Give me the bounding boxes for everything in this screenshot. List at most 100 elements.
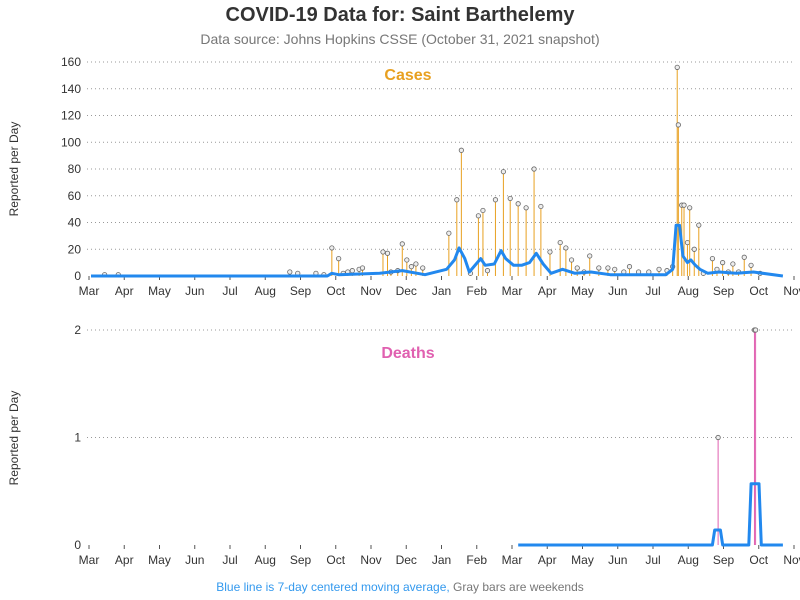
data-point (420, 265, 426, 271)
data-point (454, 197, 460, 203)
data-point (515, 201, 521, 207)
data-point (709, 256, 716, 262)
data-point (596, 265, 602, 271)
x-tick-label: Jul (222, 284, 237, 298)
data-point (748, 262, 754, 268)
x-tick-label: Feb (466, 553, 487, 567)
y-tick-label: 120 (61, 109, 81, 123)
x-tick-label: Feb (466, 284, 487, 298)
x-tick-label: Oct (326, 284, 345, 298)
x-tick-label: Sep (290, 284, 312, 298)
x-tick-label: May (571, 284, 594, 298)
data-point (531, 166, 537, 172)
data-point (408, 264, 414, 270)
data-point (538, 203, 544, 210)
data-point (413, 261, 419, 267)
data-point (492, 197, 499, 203)
data-point (329, 245, 335, 251)
y-tick-label: 140 (61, 82, 81, 96)
y-tick-label: 1 (74, 431, 81, 445)
data-point (336, 256, 342, 262)
x-tick-label: Nov (783, 553, 800, 567)
data-point (380, 249, 386, 255)
panel-title: Cases (384, 67, 431, 84)
x-tick-label: Nov (783, 284, 800, 298)
x-tick-label: Mar (502, 553, 523, 567)
data-point (458, 147, 464, 153)
data-point (475, 213, 481, 219)
chart-title: COVID-19 Data for: Saint Barthelemy (225, 4, 575, 26)
data-point (359, 265, 366, 271)
x-tick-label: Jul (645, 553, 660, 567)
footer-weekend-note: Gray bars are weekends (449, 580, 584, 594)
x-tick-label: Jul (645, 284, 660, 298)
x-tick-label: Jun (608, 284, 627, 298)
data-point (605, 265, 611, 271)
x-tick-label: Oct (749, 553, 768, 567)
data-point (674, 64, 680, 70)
data-point (720, 260, 726, 266)
y-tick-label: 60 (68, 189, 82, 203)
data-point (547, 249, 553, 255)
y-tick-label: 0 (74, 269, 81, 283)
moving-average-line (91, 223, 784, 278)
data-point (675, 122, 681, 128)
data-point (484, 268, 491, 274)
data-point (507, 195, 513, 202)
x-tick-label: Jan (432, 284, 451, 298)
data-point (557, 239, 563, 246)
y-tick-label: 100 (61, 135, 81, 149)
x-tick-label: Sep (713, 284, 735, 298)
data-point (656, 266, 662, 272)
x-tick-label: Aug (255, 553, 276, 567)
data-point (684, 239, 691, 246)
x-tick-label: May (148, 553, 171, 567)
data-point (480, 207, 486, 214)
x-tick-label: May (148, 284, 171, 298)
data-point (287, 269, 293, 275)
x-tick-label: Mar (79, 553, 100, 567)
y-tick-label: 80 (68, 162, 82, 176)
x-tick-label: Oct (749, 284, 768, 298)
chart-footer: Blue line is 7-day centered moving avera… (0, 580, 800, 594)
y-tick-label: 0 (74, 538, 81, 552)
data-point (574, 265, 580, 271)
x-tick-label: Mar (79, 284, 100, 298)
x-tick-label: Mar (502, 284, 523, 298)
data-point (349, 268, 355, 274)
x-tick-label: May (571, 553, 594, 567)
data-point (687, 205, 693, 211)
x-tick-label: Jun (608, 553, 627, 567)
data-point (399, 241, 405, 247)
footer-average-note: Blue line is 7-day centered moving avera… (216, 580, 450, 594)
data-point (563, 245, 569, 251)
x-tick-label: Oct (326, 553, 345, 567)
x-tick-label: Jun (185, 284, 204, 298)
data-point (715, 434, 721, 441)
data-point (568, 257, 575, 263)
data-point (741, 254, 747, 260)
x-tick-label: Sep (713, 553, 735, 567)
x-tick-label: Jun (185, 553, 204, 567)
chart-subtitle: Data source: Johns Hopkins CSSE (October… (200, 31, 600, 47)
data-point (523, 205, 529, 211)
x-tick-label: Apr (538, 553, 557, 567)
x-tick-label: Dec (396, 553, 417, 567)
deaths-panel: 0 1 2 Reported per Day Mar Apr May Jun Jul Aug Sep… (7, 323, 800, 567)
data-point (752, 327, 759, 333)
x-tick-label: Aug (678, 284, 699, 298)
data-point (587, 253, 593, 259)
x-tick-label: Aug (255, 284, 276, 298)
x-tick-label: Dec (396, 284, 417, 298)
data-point (696, 222, 702, 228)
x-tick-label: Nov (360, 284, 381, 298)
data-point (404, 257, 410, 263)
data-point (626, 264, 633, 270)
x-tick-label: Sep (290, 553, 312, 567)
data-point (612, 266, 618, 272)
panel-title: Deaths (381, 345, 434, 362)
x-tick-label: Apr (115, 553, 134, 567)
x-tick-label: Jan (432, 553, 451, 567)
data-point (691, 246, 697, 252)
